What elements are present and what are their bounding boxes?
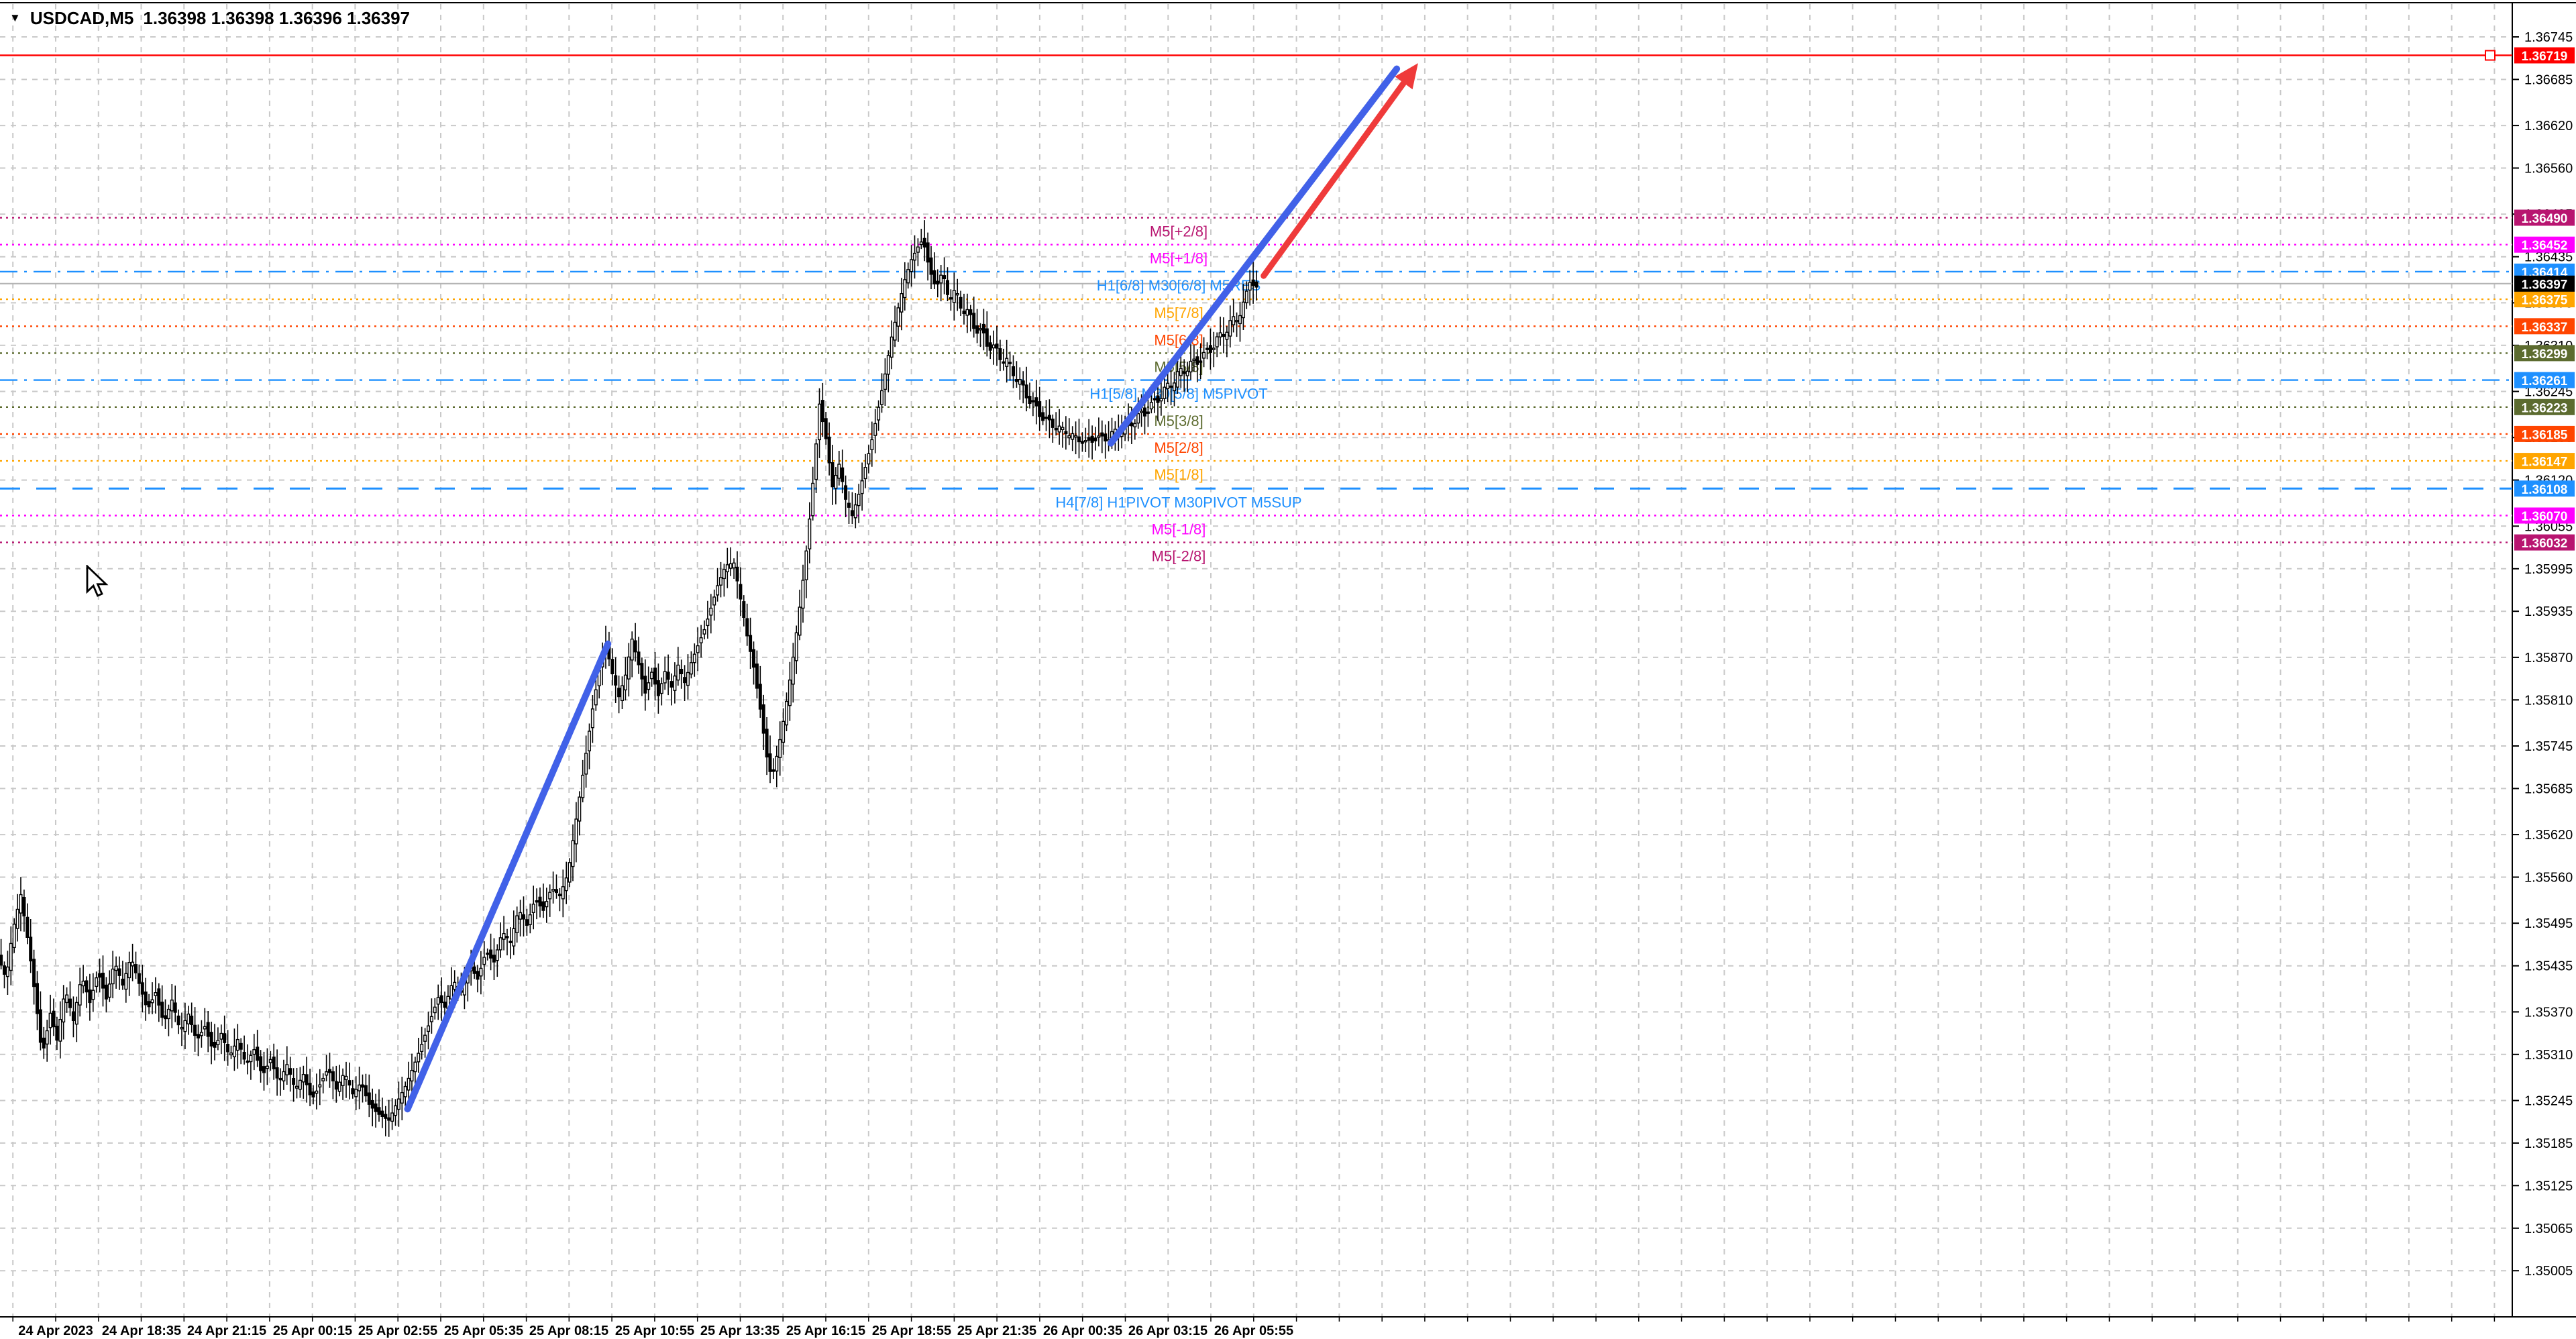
time-tick-label: 25 Apr 10:55 — [615, 1324, 694, 1338]
svg-text:H1[5/8] M30[5/8] M5PIVOT: H1[5/8] M30[5/8] M5PIVOT — [1089, 386, 1267, 403]
price-tick-label: 1.36435 — [2524, 250, 2573, 265]
price-tick-label: 1.36745 — [2524, 30, 2573, 45]
price-tick-label: 1.36560 — [2524, 162, 2573, 176]
time-tick-label: 26 Apr 05:55 — [1214, 1324, 1293, 1338]
mouse-cursor-icon — [86, 565, 109, 597]
price-level-badge: 1.36261 — [2514, 372, 2575, 388]
price-tick-label: 1.35810 — [2524, 693, 2573, 708]
price-level-badge: 1.36719 — [2514, 47, 2575, 64]
price-level-badge: 1.36490 — [2514, 209, 2575, 226]
svg-text:1.36185: 1.36185 — [2522, 428, 2568, 442]
price-tick-label: 1.35005 — [2524, 1264, 2573, 1279]
level-labels: M5[+2/8]M5[+1/8]H1[6/8] M30[6/8] M5RESM5… — [1055, 223, 1301, 565]
time-tick-label: 25 Apr 13:35 — [700, 1324, 780, 1338]
price-level-badge: 1.36185 — [2514, 425, 2575, 442]
time-tick-label: 26 Apr 03:15 — [1128, 1324, 1208, 1338]
svg-text:1.36147: 1.36147 — [2522, 456, 2568, 470]
svg-text:M5[-2/8]: M5[-2/8] — [1152, 548, 1206, 565]
svg-text:1.36337: 1.36337 — [2522, 321, 2568, 335]
price-tick-label: 1.35435 — [2524, 959, 2573, 974]
svg-text:M5[+1/8]: M5[+1/8] — [1150, 250, 1208, 267]
svg-text:1.36452: 1.36452 — [2522, 239, 2568, 253]
time-tick-label: 25 Apr 18:55 — [872, 1324, 951, 1338]
svg-text:M5[3/8]: M5[3/8] — [1154, 413, 1203, 429]
time-tick-label: 24 Apr 18:35 — [102, 1324, 181, 1338]
symbol-dropdown-icon[interactable]: ▼ — [9, 11, 21, 24]
price-tick-label: 1.36620 — [2524, 119, 2573, 133]
blue-trend-2[interactable] — [1107, 65, 1401, 447]
svg-text:M5[7/8]: M5[7/8] — [1154, 305, 1203, 321]
time-tick-label: 25 Apr 21:35 — [957, 1324, 1036, 1338]
price-axis[interactable]: 1.367451.366851.366201.365601.364951.364… — [2512, 30, 2575, 1279]
time-axis[interactable]: 24 Apr 2023 24 Apr 18:35 24 Apr 21:15 25 Ap… — [12, 1317, 2496, 1338]
price-level-badge: 1.36452 — [2514, 236, 2575, 253]
price-tick-label: 1.35685 — [2524, 782, 2573, 796]
svg-text:M5[-1/8]: M5[-1/8] — [1152, 521, 1206, 538]
svg-text:1.36397: 1.36397 — [2522, 278, 2568, 292]
blue-trend-1[interactable] — [404, 640, 612, 1113]
price-level-badge: 1.36070 — [2514, 507, 2575, 524]
price-level-badge: 1.36299 — [2514, 345, 2575, 362]
svg-text:1.36719: 1.36719 — [2522, 50, 2568, 64]
price-level-badge: 1.36337 — [2514, 318, 2575, 335]
grid — [0, 4, 2512, 1317]
price-tick-label: 1.35745 — [2524, 739, 2573, 754]
ohlc-readout: 1.36398 1.36398 1.36396 1.36397 — [143, 8, 411, 28]
price-level-badge: 1.36147 — [2514, 453, 2575, 470]
price-level-badge: 1.36397 — [2514, 275, 2575, 292]
price-tick-label: 1.36245 — [2524, 385, 2573, 400]
arrowhead — [1395, 63, 1418, 90]
candlesticks — [0, 220, 1258, 1137]
price-tick-label: 1.35125 — [2524, 1179, 2573, 1193]
price-tick-label: 1.35935 — [2524, 604, 2573, 619]
time-tick-label: 26 Apr 00:35 — [1043, 1324, 1122, 1338]
svg-text:M5[+2/8]: M5[+2/8] — [1150, 223, 1208, 240]
chart-title: ▼ USDCAD,M5 1.36398 1.36398 1.36396 1.36… — [9, 8, 410, 29]
price-tick-label: 1.35185 — [2524, 1136, 2573, 1151]
svg-text:H4[7/8] H1PIVOT M30PIVOT M5SUP: H4[7/8] H1PIVOT M30PIVOT M5SUP — [1055, 494, 1301, 511]
svg-text:1.36490: 1.36490 — [2522, 212, 2568, 226]
time-tick-label: 25 Apr 05:35 — [444, 1324, 523, 1338]
price-tick-label: 1.35310 — [2524, 1048, 2573, 1063]
price-tick-label: 1.35370 — [2524, 1005, 2573, 1020]
price-level-badge: 1.36223 — [2514, 398, 2575, 415]
time-tick-label: 25 Apr 00:15 — [273, 1324, 352, 1338]
line-handle — [2485, 50, 2496, 61]
price-tick-label: 1.35620 — [2524, 828, 2573, 843]
svg-text:1.36299: 1.36299 — [2522, 347, 2568, 362]
svg-text:1.36070: 1.36070 — [2522, 510, 2568, 524]
time-tick-label: 25 Apr 16:15 — [786, 1324, 865, 1338]
symbol-timeframe-label: USDCAD,M5 — [30, 8, 134, 28]
time-tick-label: 24 Apr 21:15 — [187, 1324, 266, 1338]
svg-text:1.36223: 1.36223 — [2522, 401, 2568, 415]
time-tick-label: 25 Apr 02:55 — [358, 1324, 437, 1338]
price-tick-label: 1.35870 — [2524, 651, 2573, 665]
time-tick-label: 25 Apr 08:15 — [529, 1324, 608, 1338]
price-tick-label: 1.35245 — [2524, 1094, 2573, 1109]
price-level-badge: 1.36375 — [2514, 291, 2575, 308]
price-tick-label: 1.36685 — [2524, 72, 2573, 87]
price-level-badge: 1.36032 — [2514, 534, 2575, 551]
resistance-hline[interactable] — [0, 50, 2512, 61]
price-tick-label: 1.35995 — [2524, 562, 2573, 577]
price-tick-label: 1.35065 — [2524, 1222, 2573, 1236]
price-tick-label: 1.35560 — [2524, 871, 2573, 886]
red-arrow[interactable] — [1260, 63, 1418, 279]
svg-text:M5[2/8]: M5[2/8] — [1154, 439, 1203, 456]
price-tick-label: 1.35495 — [2524, 916, 2573, 931]
svg-text:1.36375: 1.36375 — [2522, 294, 2568, 308]
time-tick-label: 24 Apr 2023 — [18, 1324, 93, 1338]
svg-text:1.36261: 1.36261 — [2522, 374, 2568, 388]
svg-text:1.36108: 1.36108 — [2522, 483, 2568, 497]
svg-text:1.36032: 1.36032 — [2522, 537, 2568, 551]
svg-text:M5[1/8]: M5[1/8] — [1154, 466, 1203, 483]
price-level-badge: 1.36108 — [2514, 480, 2575, 497]
